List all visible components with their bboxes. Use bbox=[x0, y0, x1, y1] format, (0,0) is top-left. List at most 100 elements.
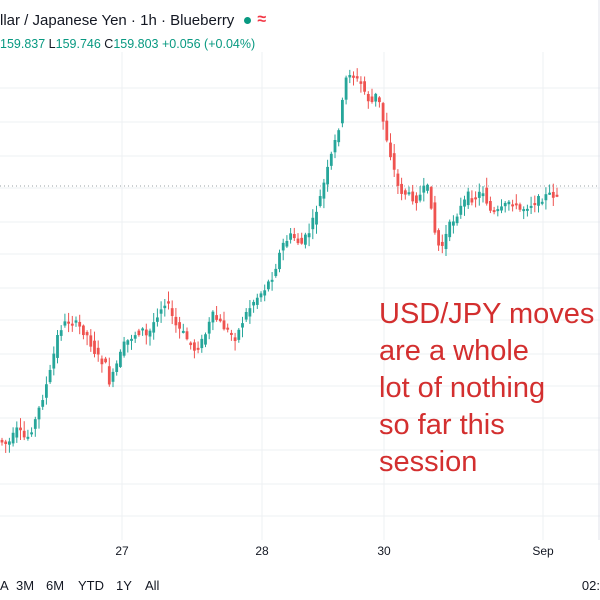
candle-body bbox=[352, 75, 355, 78]
candle-body bbox=[326, 166, 329, 185]
candle-body bbox=[437, 230, 440, 246]
candle-body bbox=[181, 330, 185, 333]
candle-body bbox=[455, 216, 459, 224]
candle-body bbox=[489, 201, 492, 211]
candle-body bbox=[503, 202, 507, 207]
candle-body bbox=[522, 209, 526, 212]
wave-icon[interactable]: ≈ bbox=[257, 11, 267, 28]
candle-body bbox=[481, 193, 485, 197]
candle-body bbox=[133, 335, 137, 339]
candle-body bbox=[178, 322, 181, 329]
candle-body bbox=[248, 308, 252, 317]
candle-body bbox=[82, 325, 85, 336]
candle-body bbox=[296, 238, 300, 244]
candle-body bbox=[378, 97, 381, 103]
candle-body bbox=[470, 198, 474, 203]
open-value: 159.837 bbox=[0, 37, 46, 51]
candle-body bbox=[48, 369, 52, 383]
candle-body bbox=[374, 93, 378, 102]
candle-body bbox=[37, 407, 41, 420]
chart-header: llar / Japanese Yen · 1h · Blueberry ≈ 1… bbox=[0, 0, 600, 56]
candle-body bbox=[307, 233, 311, 238]
candle-body bbox=[511, 204, 514, 207]
candle-body bbox=[341, 99, 344, 124]
candle-body bbox=[344, 77, 348, 100]
candle-body bbox=[204, 334, 207, 345]
candle-body bbox=[359, 81, 363, 84]
candle-body bbox=[322, 182, 326, 199]
candle-body bbox=[396, 173, 400, 186]
candle-body bbox=[551, 191, 555, 198]
candle-body bbox=[333, 139, 337, 153]
candle-body bbox=[407, 192, 411, 195]
candle-body bbox=[52, 353, 56, 369]
candle-body bbox=[89, 335, 93, 347]
range-button-6m[interactable]: 6M bbox=[46, 578, 65, 593]
candle-body bbox=[418, 194, 422, 201]
candle-body bbox=[533, 203, 537, 206]
candle-body bbox=[429, 187, 433, 209]
range-button-ytd[interactable]: YTD bbox=[78, 578, 104, 593]
candle-body bbox=[400, 183, 403, 194]
candle-body bbox=[63, 321, 67, 326]
candle-body bbox=[448, 221, 452, 238]
candle-body bbox=[30, 432, 33, 435]
x-tick-label: 27 bbox=[115, 544, 129, 558]
candle-body bbox=[193, 342, 196, 351]
close-key: C bbox=[104, 37, 114, 51]
candle-body bbox=[174, 316, 178, 326]
range-button-3m[interactable]: 3M bbox=[16, 578, 35, 593]
candle-body bbox=[85, 332, 89, 336]
candle-body bbox=[285, 240, 289, 247]
candle-body bbox=[148, 330, 152, 337]
annotation-line-1: USD/JPY moves bbox=[379, 298, 595, 330]
candle-body bbox=[137, 330, 141, 336]
candle-body bbox=[267, 281, 270, 290]
candle-body bbox=[207, 321, 211, 334]
candle-body bbox=[544, 194, 548, 201]
candle-body bbox=[433, 202, 437, 233]
candle-body bbox=[444, 233, 448, 250]
candle-body bbox=[385, 120, 389, 141]
candle-body bbox=[33, 419, 37, 429]
candle-body bbox=[67, 321, 70, 324]
candle-body bbox=[167, 301, 170, 304]
candle-body bbox=[507, 201, 511, 205]
candle-body bbox=[152, 322, 156, 333]
range-button-a[interactable]: A bbox=[0, 578, 9, 593]
candle-body bbox=[422, 185, 426, 193]
candle-body bbox=[244, 311, 248, 320]
candle-body bbox=[26, 436, 30, 439]
candle-body bbox=[370, 96, 374, 102]
x-tick-label: Sep bbox=[532, 544, 554, 558]
candle-body bbox=[0, 439, 4, 443]
candle-body bbox=[477, 191, 481, 198]
candle-body bbox=[315, 211, 318, 225]
candle-body bbox=[318, 196, 322, 206]
candle-body bbox=[363, 81, 366, 92]
candle-body bbox=[230, 332, 233, 335]
candle-body bbox=[126, 340, 130, 345]
range-button-all[interactable]: All bbox=[145, 578, 160, 593]
candle-body bbox=[392, 153, 396, 170]
candle-body bbox=[329, 153, 333, 166]
candle-body bbox=[144, 329, 148, 336]
range-button-1y[interactable]: 1Y bbox=[116, 578, 132, 593]
candle-body bbox=[74, 320, 78, 323]
candle-body bbox=[8, 441, 11, 445]
candle-body bbox=[70, 323, 74, 326]
symbol-title[interactable]: llar / Japanese Yen · 1h · Blueberry bbox=[0, 11, 235, 29]
candle-body bbox=[45, 384, 48, 398]
candle-body bbox=[215, 315, 218, 320]
candle-body bbox=[93, 340, 96, 354]
candle-body bbox=[241, 323, 244, 328]
annotation-line-4: so far this bbox=[379, 409, 505, 441]
candle-body bbox=[237, 329, 241, 340]
candle-body bbox=[130, 338, 133, 341]
price-chart[interactable]: 27 28 30 Sep bbox=[0, 0, 600, 570]
candle-body bbox=[255, 297, 259, 305]
candle-body bbox=[381, 103, 385, 122]
candle-body bbox=[411, 191, 415, 202]
candle-body bbox=[440, 241, 444, 246]
candle-body bbox=[452, 221, 455, 226]
